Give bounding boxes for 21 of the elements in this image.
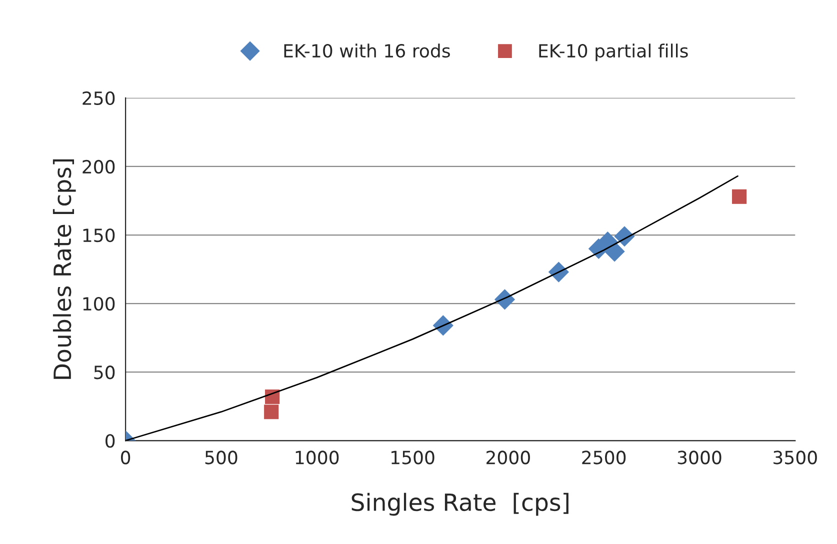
x-axis-title: Singles Rate [cps]: [352, 492, 568, 516]
legend-label: EK-10 partial fills: [539, 44, 688, 62]
x-tick-label: 3500: [774, 450, 817, 464]
x-tick-label: 3000: [678, 450, 722, 464]
x-tick-label: 2500: [582, 450, 626, 464]
point: [264, 404, 279, 420]
x-tick-label: 0: [120, 450, 130, 464]
x-tick-label: 1500: [392, 450, 434, 464]
y-tick-label: 250: [82, 91, 115, 106]
x-tick-label: 1000: [296, 450, 339, 464]
y-tick-label: 100: [83, 297, 115, 311]
y-tick-label: 150: [83, 228, 115, 242]
y-tick-label: 50: [94, 366, 115, 380]
x-tick-label: 500: [205, 450, 238, 464]
point: [732, 189, 747, 204]
y-tick-label: 200: [82, 160, 115, 174]
legend-label: EK-10 with 16 rods: [284, 44, 450, 58]
x-tick-label: 2000: [486, 450, 530, 464]
y-tick-label: 0: [106, 434, 115, 448]
y-axis-title: Doubles Rate [cps]: [52, 159, 76, 379]
line-series: [126, 175, 738, 441]
